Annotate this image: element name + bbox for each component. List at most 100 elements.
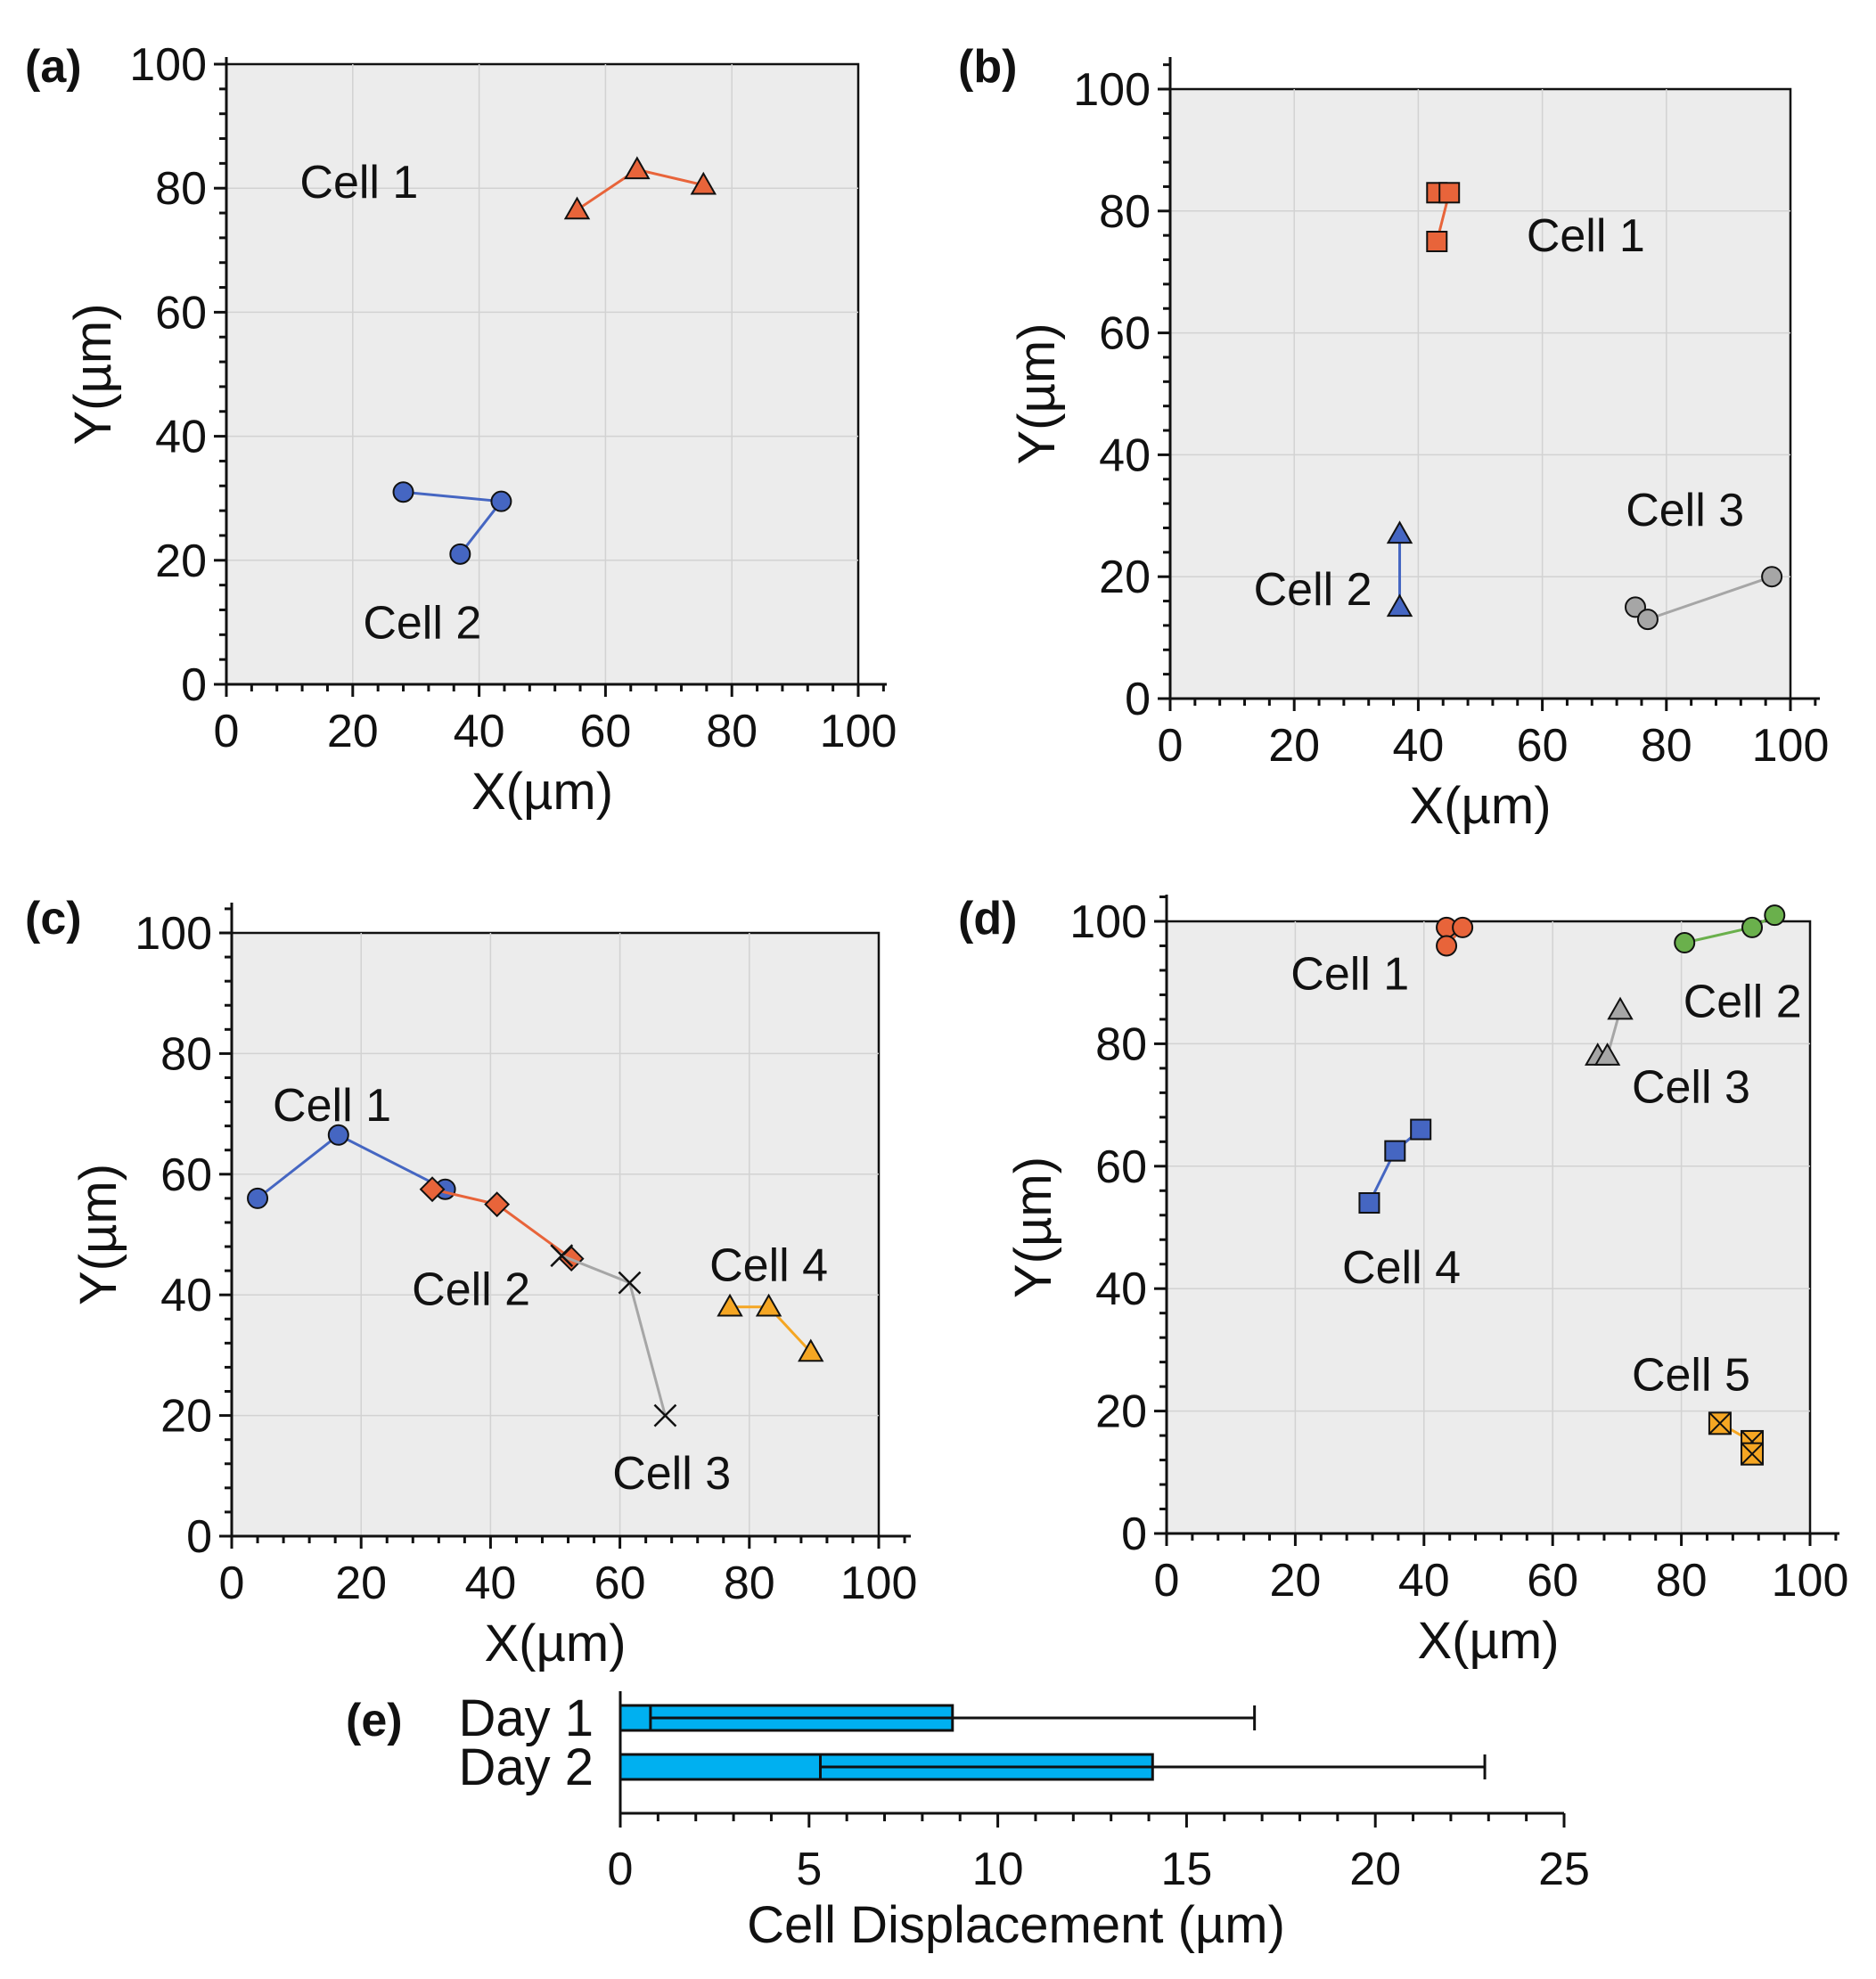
x-tick-label: 40 — [454, 706, 505, 757]
cell-1-point — [624, 156, 651, 180]
panel-a: 0 20 40 60 80 100 0 20 40 60 80 100 X(µm) Y(µm) (a) Cel… — [25, 39, 897, 821]
cell-2-point — [1674, 932, 1696, 954]
x-tick-label: 20 — [327, 706, 379, 757]
panel-letter: (a) — [25, 41, 82, 93]
panel-letter: (e) — [346, 1695, 403, 1746]
cell-1-point — [247, 1187, 269, 1209]
cell-1-series: Cell 1 — [299, 156, 717, 220]
x-tick-label: 0 — [214, 706, 240, 757]
x-tick-label: 80 — [724, 1558, 775, 1609]
x-tick-label: 100 — [820, 706, 897, 757]
plot-area — [1168, 87, 1792, 700]
x-tick-label: 100 — [1772, 1555, 1849, 1607]
x-axis-label: X(µm) — [1417, 1612, 1559, 1670]
cell-4-label: Cell 4 — [1342, 1242, 1461, 1294]
y-tick-label: 100 — [129, 39, 207, 91]
x-tick-label: 80 — [1641, 720, 1692, 772]
x-axis-label: X(µm) — [471, 763, 613, 821]
cell-2-point — [419, 1176, 446, 1203]
panel-letter: (c) — [25, 893, 82, 945]
x-tick-label: 20 — [1268, 720, 1320, 772]
y-tick-label: 80 — [155, 163, 207, 215]
y-axis-label: Y(µm) — [64, 303, 122, 445]
x-tick-label: 100 — [840, 1558, 918, 1609]
cell-4-point — [1358, 1192, 1380, 1214]
x-tick-label: 10 — [972, 1844, 1024, 1895]
cell-4-point — [798, 1338, 824, 1362]
cell-2-label: Cell 2 — [412, 1263, 530, 1315]
cell-2-series: Cell 2 — [1254, 520, 1413, 617]
cell-1-point — [1436, 935, 1458, 957]
y-tick-label: 40 — [155, 412, 207, 463]
cell-3-point — [1607, 996, 1634, 1020]
y-tick-label: 60 — [155, 287, 207, 339]
cell-1-point — [690, 171, 717, 195]
panel-b: 0 20 40 60 80 100 0 20 40 60 80 100 X(µm) Y(µm) (b) Cel… — [958, 41, 1829, 835]
panel-letter: (b) — [958, 41, 1017, 93]
cell-4-series: Cell 4 — [709, 1239, 828, 1362]
x-tick-label: 20 — [1349, 1844, 1401, 1895]
y-tick-label: 60 — [160, 1149, 212, 1201]
x-tick-label: 60 — [594, 1558, 646, 1609]
cell-2-series: Cell 2 — [363, 481, 512, 649]
x-tick-label: 100 — [1752, 720, 1830, 772]
y-tick-label: 60 — [1095, 1141, 1147, 1193]
cell-2-point — [1764, 904, 1786, 927]
x-tick-label: 40 — [464, 1558, 516, 1609]
y-tick-label: 80 — [160, 1028, 212, 1080]
y-tick-label: 40 — [1095, 1263, 1147, 1315]
x-tick-label: 80 — [706, 706, 758, 757]
x-tick-label: 0 — [1158, 720, 1184, 772]
cell-4-label: Cell 4 — [709, 1239, 828, 1291]
y-tick-label: 80 — [1095, 1018, 1147, 1070]
cell-4-series: Cell 4 — [1342, 1118, 1461, 1294]
cell-5-point-cross — [1708, 1411, 1732, 1435]
cell-5-label: Cell 5 — [1632, 1349, 1750, 1401]
x-tick-label: 15 — [1160, 1844, 1212, 1895]
y-tick-label: 40 — [1099, 429, 1151, 481]
cell-1-label: Cell 1 — [273, 1080, 391, 1132]
y-tick-label: 100 — [135, 908, 212, 960]
x-tick-label: 40 — [1398, 1555, 1450, 1607]
x-tick-label: 60 — [579, 706, 631, 757]
plot-area — [225, 62, 860, 686]
cell-1-series: Cell 1 — [1290, 916, 1474, 1000]
cell-3-series: Cell 3 — [1625, 485, 1783, 631]
cell-4-point — [1384, 1140, 1406, 1162]
y-tick-label: 100 — [1073, 64, 1151, 116]
cell-2-series: Cell 2 — [412, 1176, 585, 1315]
x-axis-label: Cell Displacement (µm) — [747, 1896, 1285, 1954]
x-tick-label: 25 — [1538, 1844, 1590, 1895]
cell-3-point — [550, 1244, 574, 1268]
cell-1-point — [1452, 916, 1474, 938]
cell-2-point — [1386, 520, 1413, 544]
x-tick-label: 20 — [1269, 1555, 1321, 1607]
cell-1-point — [563, 196, 591, 220]
x-tick-label: 80 — [1656, 1555, 1708, 1607]
x-tick-label: 20 — [335, 1558, 387, 1609]
x-tick-label: 0 — [608, 1844, 634, 1895]
cell-2-label: Cell 2 — [1683, 976, 1802, 1027]
y-tick-label: 0 — [1121, 1509, 1147, 1560]
cell-4-point — [755, 1293, 782, 1317]
x-tick-label: 60 — [1527, 1555, 1578, 1607]
y-axis-label: Y(µm) — [1004, 1157, 1062, 1298]
cell-2-label: Cell 2 — [363, 597, 481, 649]
cell-2-point — [449, 543, 471, 565]
cell-1-point — [1426, 231, 1448, 252]
cell-2-point — [392, 481, 414, 503]
x-tick-label: 5 — [796, 1844, 822, 1895]
plot-area — [230, 931, 881, 1538]
cell-2-label: Cell 2 — [1254, 564, 1372, 616]
cell-2-series: Cell 2 — [1674, 904, 1802, 1027]
cell-2-point — [1386, 593, 1413, 617]
cell-2-point — [1741, 916, 1764, 938]
cell-3-series: Cell 3 — [1585, 996, 1750, 1113]
cell-1-point — [327, 1124, 349, 1146]
cell-3-point — [1593, 1043, 1621, 1066]
panel-d: 0 20 40 60 80 100 0 20 40 60 80 100 X(µm) Y(µm) (d) Cel… — [958, 893, 1848, 1670]
panel-c: 0 20 40 60 80 100 0 20 40 60 80 100 X(µm) Y(µm) (c) Cel… — [25, 893, 917, 1672]
y-tick-label: 80 — [1099, 186, 1151, 238]
panel-letter: (d) — [958, 893, 1017, 945]
